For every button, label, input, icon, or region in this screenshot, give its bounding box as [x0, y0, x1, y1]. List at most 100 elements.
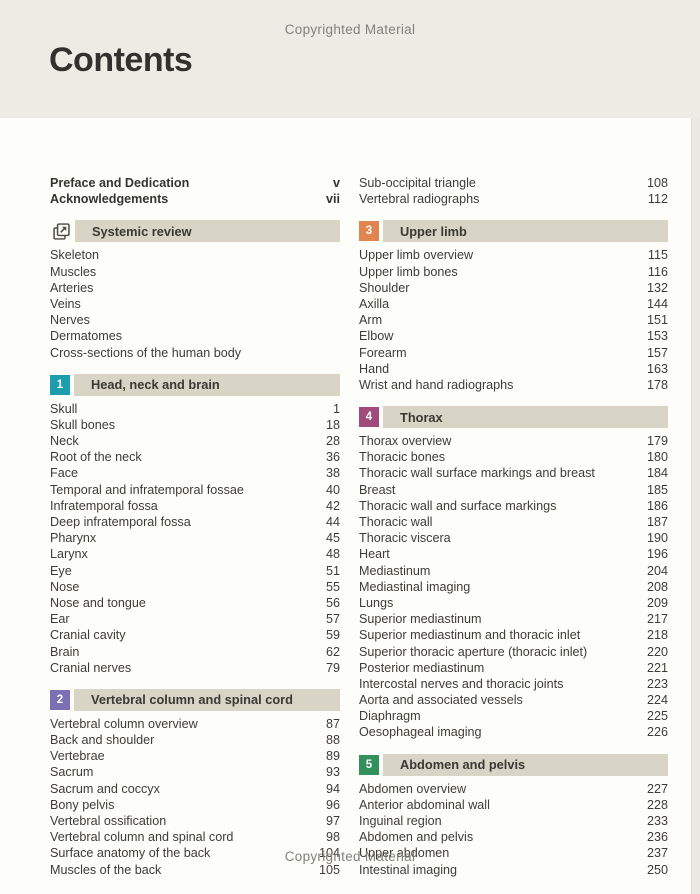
section-number-badge: 3	[359, 221, 379, 242]
toc-entry-superior-mediastinum-and-thoracic-inlet: Superior mediastinum and thoracic inlet 2…	[359, 628, 668, 644]
toc-entry-page-number: 96	[325, 797, 340, 812]
toc-entry-label: Forearm	[359, 345, 407, 360]
toc-entry-label: Surface anatomy of the back	[50, 846, 211, 861]
toc-entry-label: Muscles	[50, 264, 97, 279]
toc-entry-page-number: 204	[646, 563, 668, 578]
toc-entry-page-number: 185	[646, 482, 668, 497]
toc-entry-vertebral-ossification: Vertebral ossification 97	[50, 814, 340, 830]
section-title: Abdomen and pelvis	[383, 753, 668, 776]
toc-entry-thoracic-wall: Thoracic wall 187	[359, 515, 668, 531]
toc-entry-page-number: 98	[325, 830, 340, 845]
toc-entry-wrist-and-hand-radiographs: Wrist and hand radiographs 178	[359, 378, 668, 394]
page-title: Contents	[49, 41, 193, 79]
toc-entry-anterior-abdominal-wall: Anterior abdominal wall 228	[359, 798, 668, 814]
toc-entry-label: Nerves	[50, 313, 90, 328]
toc-entry-label: Abdomen overview	[359, 781, 467, 796]
toc-entry-page-number: 217	[646, 612, 668, 627]
toc-entry-pharynx: Pharynx 45	[50, 531, 340, 547]
toc-entry-label: Veins	[50, 296, 81, 311]
toc-entry-page-number: 226	[646, 725, 668, 740]
toc-entry-label: Diaphragm	[359, 709, 421, 724]
toc-entry-page-number: 97	[325, 814, 340, 828]
toc-entry-lungs: Lungs 209	[359, 596, 668, 612]
toc-entry-page-number: 187	[646, 515, 668, 529]
toc-entry-skeleton: Skeleton	[50, 248, 340, 264]
toc-entry-page-number: 79	[325, 660, 340, 675]
toc-entry-page-number: 87	[325, 716, 340, 731]
toc-entry-page-number: 224	[646, 693, 668, 708]
toc-entry-temporal-and-infratemporal-fossae: Temporal and infratemporal fossae 40	[50, 483, 340, 499]
toc-entry-label: Hand	[359, 361, 390, 376]
toc-entry-abdomen-and-pelvis: Abdomen and pelvis 236	[359, 830, 668, 846]
toc-entry-page-number: 116	[647, 264, 668, 279]
toc-entry-label: Neck	[50, 434, 79, 449]
toc-entry-label: Nose	[50, 579, 80, 594]
section-header-upper-limb: 3 Upper limb	[359, 220, 668, 243]
toc-entry-larynx: Larynx 48	[50, 547, 340, 563]
header-band	[0, 0, 700, 118]
toc-entry-label: Breast	[359, 482, 396, 497]
toc-entry-page-number: 59	[325, 628, 340, 643]
toc-entry-skull: Skull 1	[50, 402, 340, 418]
toc-entry-cranial-cavity: Cranial cavity 59	[50, 628, 340, 644]
toc-entry-label: Thorax overview	[359, 434, 452, 449]
toc-entry-label: Preface and Dedication	[50, 176, 190, 190]
toc-entry-heart: Heart 196	[359, 547, 668, 563]
toc-entry-page-number: 190	[646, 531, 668, 546]
toc-entry-label: Infratemporal fossa	[50, 498, 158, 513]
copyright-notice-bottom: Copyrighted Material	[284, 849, 416, 864]
toc-entry-label: Thoracic wall and surface markings	[359, 498, 557, 513]
toc-entry-preface-and-dedication: Preface and Dedication v	[50, 176, 340, 192]
toc-entry-label: Acknowledgements	[50, 192, 169, 207]
toc-entry-label: Superior mediastinum and thoracic inlet	[359, 628, 581, 643]
toc-entry-page-number: 57	[325, 612, 340, 627]
toc-entry-superior-thoracic-aperture-thoracic-inlet: Superior thoracic aperture (thoracic inl…	[359, 645, 668, 661]
toc-entry-root-of-the-neck: Root of the neck 36	[50, 450, 340, 466]
toc-entry-page-number: 233	[646, 814, 668, 828]
toc-entry-page-number: 38	[325, 466, 340, 481]
toc-entry-page-number: 88	[325, 733, 340, 748]
toc-entry-page-number: 236	[646, 830, 668, 845]
toc-entry-page-number: 108	[646, 176, 668, 190]
section-number-badge: 5	[359, 754, 379, 775]
toc-entry-ear: Ear 57	[50, 612, 340, 628]
section-icon	[50, 220, 72, 242]
toc-entry-page-number: 209	[646, 595, 668, 610]
section-number-badge: 4	[359, 407, 379, 428]
toc-entry-label: Oesophageal imaging	[359, 725, 482, 740]
toc-entry-label: Vertebral ossification	[50, 814, 167, 828]
toc-entry-page-number: 115	[647, 248, 668, 263]
toc-entry-thorax-overview: Thorax overview 179	[359, 434, 668, 450]
toc-entry-page-number: 180	[646, 450, 668, 465]
toc-entry-label: Root of the neck	[50, 450, 142, 465]
toc-entry-label: Skull	[50, 401, 78, 416]
toc-entry-page-number: 45	[325, 531, 340, 546]
toc-entry-label: Upper limb overview	[359, 248, 474, 263]
toc-entry-page-number: 237	[646, 846, 668, 861]
toc-entry-label: Ear	[50, 612, 70, 627]
toc-entry-dermatomes: Dermatomes	[50, 329, 340, 345]
toc-entry-label: Brain	[50, 644, 80, 659]
toc-entry-page-number: 112	[647, 192, 668, 207]
toc-entry-label: Inguinal region	[359, 814, 442, 828]
section-title: Systemic review	[75, 220, 340, 243]
section-title: Vertebral column and spinal cord	[74, 688, 340, 711]
toc-entry-label: Bony pelvis	[50, 797, 115, 812]
toc-entry-vertebral-column-overview: Vertebral column overview 87	[50, 717, 340, 733]
toc-entry-page-number: 36	[325, 450, 340, 465]
toc-entry-thoracic-wall-surface-markings-and-breast: Thoracic wall surface markings and breas…	[359, 466, 668, 482]
toc-entry-label: Cranial cavity	[50, 628, 126, 643]
toc-entry-label: Axilla	[359, 296, 390, 311]
toc-entry-label: Wrist and hand radiographs	[359, 377, 514, 392]
toc-entry-label: Abdomen and pelvis	[359, 830, 474, 845]
toc-entry-intestinal-imaging: Intestinal imaging 250	[359, 863, 668, 879]
toc-entry-page-number: 28	[325, 434, 340, 449]
toc-entry-nose: Nose 55	[50, 580, 340, 596]
toc-entry-page-number: 51	[325, 563, 340, 578]
toc-entry-label: Eye	[50, 563, 72, 578]
toc-entry-acknowledgements: Acknowledgements vii	[50, 192, 340, 208]
toc-entry-page-number: 228	[646, 797, 668, 812]
toc-entry-thoracic-bones: Thoracic bones 180	[359, 450, 668, 466]
toc-entry-muscles: Muscles	[50, 265, 340, 281]
toc-entry-neck: Neck 28	[50, 434, 340, 450]
